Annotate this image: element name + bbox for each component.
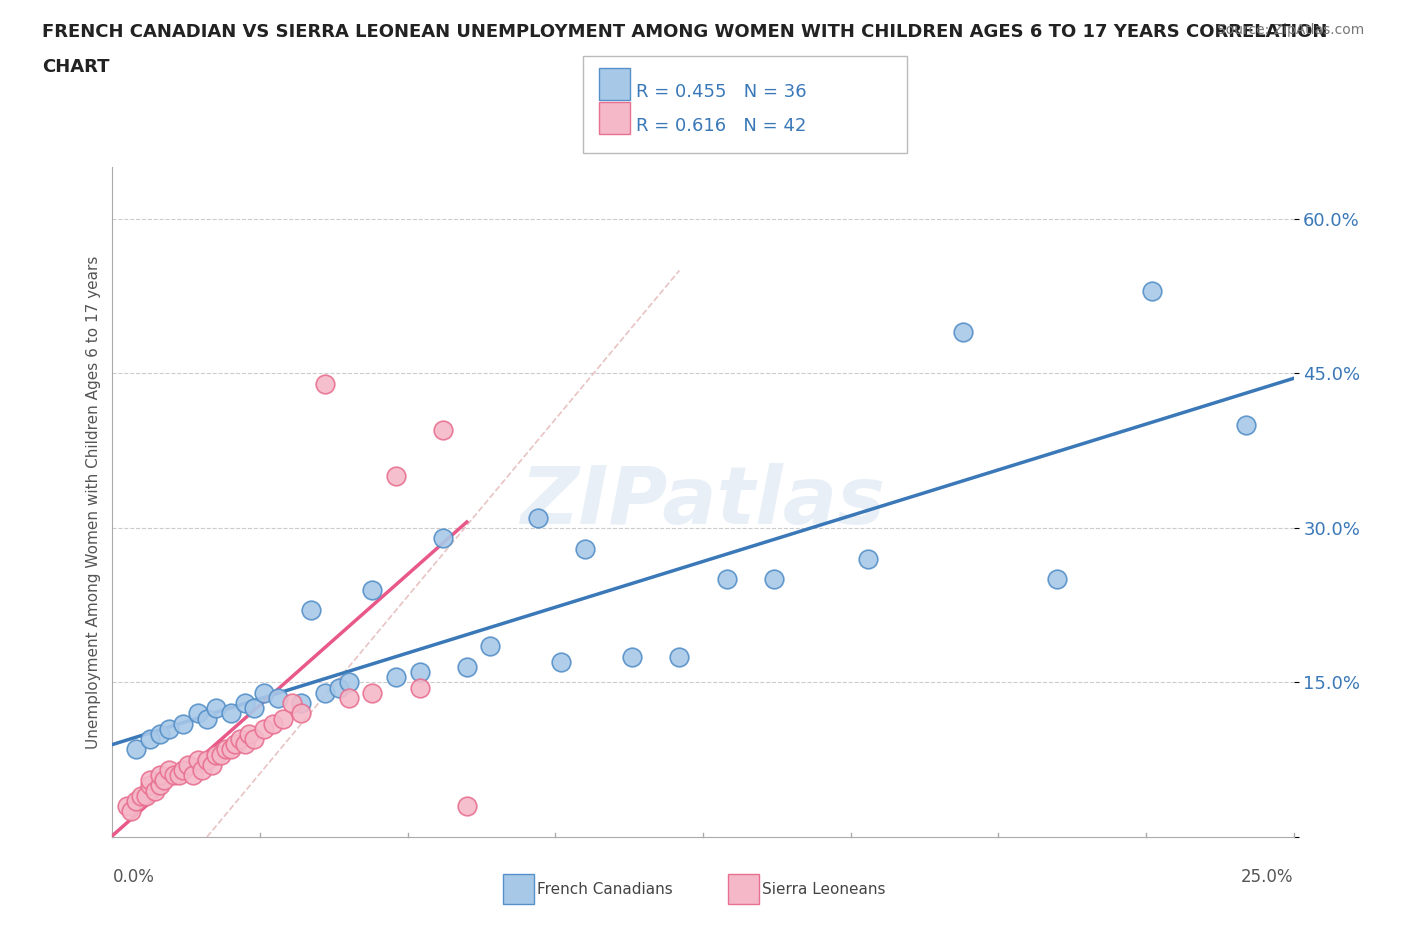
Point bbox=[253, 685, 276, 700]
Point bbox=[526, 511, 548, 525]
Point bbox=[195, 752, 218, 767]
Point bbox=[153, 773, 176, 788]
Point bbox=[271, 711, 294, 726]
Point bbox=[215, 742, 238, 757]
Point bbox=[408, 680, 430, 695]
Point bbox=[290, 696, 312, 711]
Point bbox=[125, 742, 148, 757]
Point bbox=[432, 422, 454, 437]
Point bbox=[281, 696, 304, 711]
Point bbox=[408, 665, 430, 680]
Point bbox=[1046, 572, 1069, 587]
Point bbox=[1140, 284, 1163, 299]
Point bbox=[858, 551, 880, 566]
Point bbox=[1234, 418, 1257, 432]
Point bbox=[229, 732, 252, 747]
Point bbox=[385, 469, 408, 484]
Point bbox=[157, 722, 180, 737]
Point bbox=[143, 783, 166, 798]
Point bbox=[233, 696, 256, 711]
Point bbox=[205, 701, 228, 716]
Point bbox=[361, 582, 384, 597]
Text: French Canadians: French Canadians bbox=[537, 882, 673, 897]
Point bbox=[172, 763, 194, 777]
Point bbox=[238, 726, 260, 741]
Point bbox=[115, 799, 138, 814]
Point bbox=[181, 768, 204, 783]
Text: Source: ZipAtlas.com: Source: ZipAtlas.com bbox=[1216, 23, 1364, 37]
Text: 25.0%: 25.0% bbox=[1241, 868, 1294, 886]
Text: CHART: CHART bbox=[42, 58, 110, 75]
Point bbox=[574, 541, 596, 556]
Point bbox=[456, 659, 478, 674]
Point bbox=[233, 737, 256, 751]
Point bbox=[157, 763, 180, 777]
Point bbox=[314, 377, 336, 392]
Point bbox=[385, 670, 408, 684]
Point bbox=[120, 804, 142, 818]
Point bbox=[125, 793, 148, 808]
Text: Sierra Leoneans: Sierra Leoneans bbox=[762, 882, 886, 897]
Point bbox=[201, 757, 224, 772]
Text: 0.0%: 0.0% bbox=[112, 868, 155, 886]
Point bbox=[952, 325, 974, 339]
Point bbox=[432, 531, 454, 546]
Point bbox=[290, 706, 312, 721]
Point bbox=[668, 649, 690, 664]
Text: ZIPatlas: ZIPatlas bbox=[520, 463, 886, 541]
Point bbox=[550, 655, 572, 670]
Text: FRENCH CANADIAN VS SIERRA LEONEAN UNEMPLOYMENT AMONG WOMEN WITH CHILDREN AGES 6 : FRENCH CANADIAN VS SIERRA LEONEAN UNEMPL… bbox=[42, 23, 1327, 41]
Point bbox=[267, 690, 290, 705]
Point bbox=[195, 711, 218, 726]
Point bbox=[219, 706, 242, 721]
Point bbox=[621, 649, 644, 664]
Point bbox=[177, 757, 200, 772]
Point bbox=[139, 773, 162, 788]
Point bbox=[149, 768, 172, 783]
Point bbox=[209, 747, 232, 762]
Point bbox=[253, 722, 276, 737]
Point bbox=[186, 706, 208, 721]
Y-axis label: Unemployment Among Women with Children Ages 6 to 17 years: Unemployment Among Women with Children A… bbox=[86, 256, 101, 749]
Point bbox=[172, 716, 194, 731]
Point bbox=[135, 789, 157, 804]
Point bbox=[163, 768, 186, 783]
Point bbox=[262, 716, 284, 731]
Point bbox=[299, 603, 322, 618]
Point bbox=[139, 732, 162, 747]
Point bbox=[167, 768, 190, 783]
Point bbox=[191, 763, 214, 777]
Point bbox=[762, 572, 785, 587]
Text: R = 0.616   N = 42: R = 0.616 N = 42 bbox=[636, 117, 806, 135]
Point bbox=[129, 789, 152, 804]
Point bbox=[337, 690, 360, 705]
Point bbox=[139, 778, 162, 793]
Point bbox=[716, 572, 738, 587]
Point bbox=[361, 685, 384, 700]
Point bbox=[219, 742, 242, 757]
Point bbox=[479, 639, 502, 654]
Point bbox=[314, 685, 336, 700]
Point bbox=[224, 737, 246, 751]
Text: R = 0.455   N = 36: R = 0.455 N = 36 bbox=[636, 83, 806, 100]
Point bbox=[243, 732, 266, 747]
Point bbox=[337, 675, 360, 690]
Point bbox=[149, 726, 172, 741]
Point bbox=[186, 752, 208, 767]
Point bbox=[328, 680, 350, 695]
Point bbox=[243, 701, 266, 716]
Point bbox=[205, 747, 228, 762]
Point bbox=[149, 778, 172, 793]
Point bbox=[456, 799, 478, 814]
